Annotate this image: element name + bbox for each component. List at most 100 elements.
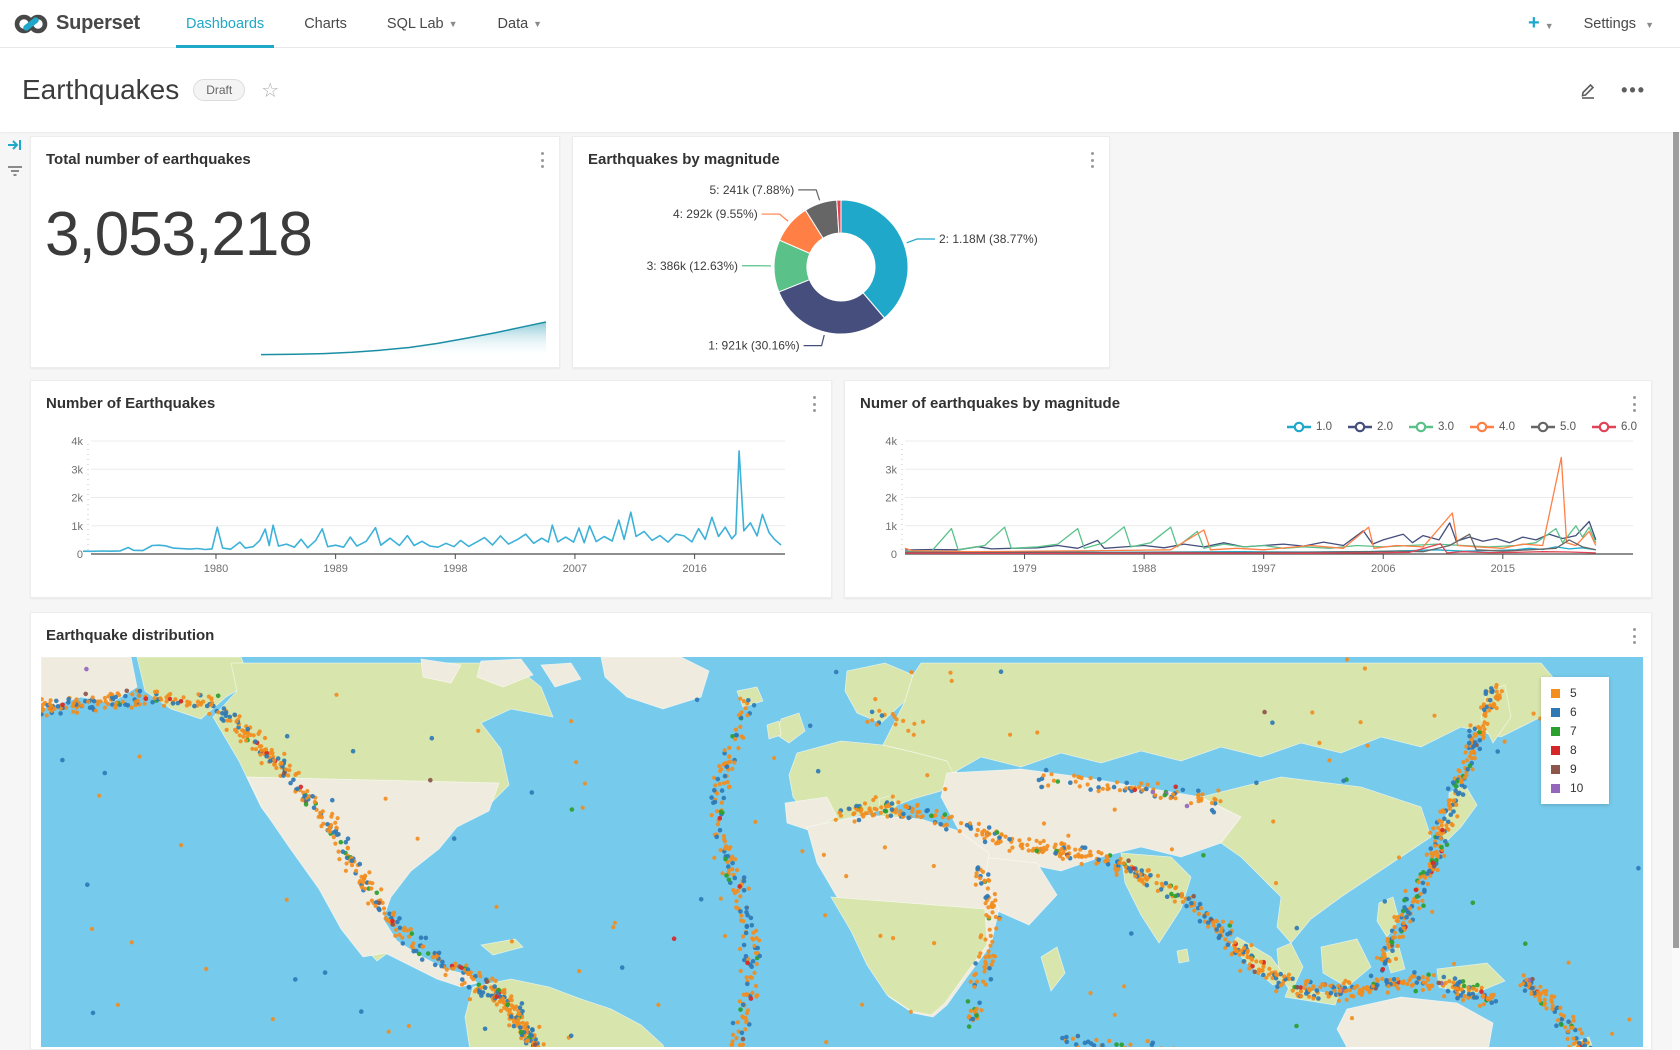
pie-label-1: 1: 921k (30.16%): [708, 339, 799, 353]
series-line-2.0: [904, 520, 1597, 551]
line-chart: 0 1k 2k 3k 4k 1979 1988 1997 2006 2015: [885, 436, 1633, 575]
svg-text:2006: 2006: [1371, 563, 1395, 575]
chart-menu-icon[interactable]: [1627, 395, 1641, 413]
legend-item-5.0[interactable]: 5.0: [1531, 421, 1576, 433]
svg-text:1998: 1998: [443, 563, 467, 575]
donut-chart: 2: 1.18M (38.77%) 1: 921k (30.16%) 3: 386k…: [647, 183, 1038, 353]
map-legend-item-6: 6: [1551, 705, 1599, 719]
legend-label: 9: [1570, 762, 1577, 776]
chart-title: Earthquakes by magnitude: [588, 151, 780, 168]
infinity-logo-icon: [14, 14, 48, 33]
trendline-sparkline: [261, 321, 546, 358]
map-legend-item-7: 7: [1551, 724, 1599, 738]
legend-label: 5.0: [1560, 421, 1576, 433]
legend-swatch-icon: [1551, 688, 1560, 698]
chevron-down-icon: ▼: [1645, 19, 1654, 30]
chart-title: Total number of earthquakes: [46, 151, 251, 168]
legend-marker-icon: [1470, 421, 1494, 433]
filter-icon[interactable]: [0, 158, 30, 184]
new-item-button[interactable]: + ▼: [1528, 12, 1554, 34]
pie-slice-1[interactable]: [778, 279, 886, 335]
map-legend-item-10: 10: [1551, 781, 1599, 795]
nav-menu: Dashboards Charts SQL Lab ▼ Data ▼: [166, 0, 562, 48]
legend-marker-icon: [1531, 421, 1555, 433]
chevron-down-icon: ▼: [533, 18, 543, 29]
more-actions-icon[interactable]: •••: [1621, 79, 1646, 100]
chart-title: Earthquake distribution: [46, 627, 215, 644]
card-earthquake-distribution: Earthquake distribution 5 6 7 8 9 10: [30, 612, 1652, 1050]
legend-marker-icon: [1348, 421, 1372, 433]
svg-text:0: 0: [77, 549, 83, 561]
top-navbar: Superset Dashboards Charts SQL Lab ▼ Dat…: [0, 0, 1680, 48]
dashboard-header: Earthquakes Draft ☆ •••: [0, 48, 1680, 132]
legend-item-2.0[interactable]: 2.0: [1348, 421, 1393, 433]
status-badge: Draft: [193, 79, 246, 101]
legend-swatch-icon: [1551, 783, 1560, 793]
chart-menu-icon[interactable]: [1627, 627, 1641, 645]
legend-swatch-icon: [1551, 707, 1560, 717]
nav-item-data[interactable]: Data ▼: [497, 15, 543, 32]
series-line-6.0: [904, 543, 1596, 555]
svg-text:4k: 4k: [885, 436, 897, 448]
pie-label-2: 2: 1.18M (38.77%): [939, 232, 1038, 246]
pie-slice-2[interactable]: [840, 199, 909, 319]
edit-pencil-icon[interactable]: [1577, 79, 1599, 101]
line-chart: 0 1k 2k 3k 4k 1980 1989 1998 2007 2016: [71, 436, 785, 575]
series-line-5.0: [904, 533, 1596, 554]
legend-label: 8: [1570, 743, 1577, 757]
svg-text:1979: 1979: [1012, 563, 1036, 575]
map-legend-item-8: 8: [1551, 743, 1599, 757]
legend-swatch-icon: [1551, 745, 1560, 755]
map-legend-item-9: 9: [1551, 762, 1599, 776]
series-line-Number of Earthquakes: [82, 450, 782, 553]
world-map: 5 6 7 8 9 10: [41, 657, 1643, 1047]
nav-item-dashboards[interactable]: Dashboards: [166, 0, 284, 48]
svg-text:2k: 2k: [885, 493, 897, 505]
svg-text:3k: 3k: [885, 464, 897, 476]
nav-item-charts[interactable]: Charts: [304, 15, 347, 32]
legend-marker-icon: [1287, 421, 1311, 433]
svg-text:1989: 1989: [323, 563, 347, 575]
chart-title: Number of Earthquakes: [46, 395, 216, 412]
pie-slice-6[interactable]: [836, 199, 842, 234]
legend-label: 6: [1570, 705, 1577, 719]
svg-text:1k: 1k: [885, 521, 897, 533]
legend-label: 10: [1570, 781, 1584, 795]
nav-item-sql-lab[interactable]: SQL Lab ▼: [386, 15, 458, 32]
filter-rail: [0, 132, 30, 1050]
svg-text:1k: 1k: [71, 521, 83, 533]
legend-swatch-icon: [1551, 764, 1560, 774]
chart-legend: 1.0 2.0 3.0 4.0 5.0 6.0: [1287, 421, 1637, 433]
settings-menu[interactable]: Settings ▼: [1583, 15, 1654, 32]
scrollbar-thumb[interactable]: [1673, 0, 1679, 948]
legend-label: 1.0: [1316, 421, 1332, 433]
page-title: Earthquakes: [22, 74, 180, 105]
svg-text:3k: 3k: [71, 464, 83, 476]
legend-label: 6.0: [1621, 421, 1637, 433]
pie-label-5: 5: 241k (7.88%): [709, 183, 794, 197]
pie-label-3: 3: 386k (12.63%): [647, 259, 738, 273]
superset-logo[interactable]: Superset: [14, 11, 140, 37]
chart-menu-icon[interactable]: [1085, 151, 1099, 169]
chart-menu-icon[interactable]: [535, 151, 549, 169]
legend-item-6.0[interactable]: 6.0: [1592, 421, 1637, 433]
chart-menu-icon[interactable]: [807, 395, 821, 413]
legend-label: 2.0: [1377, 421, 1393, 433]
legend-item-3.0[interactable]: 3.0: [1409, 421, 1454, 433]
legend-label: 7: [1570, 724, 1577, 738]
chevron-down-icon: ▼: [1544, 21, 1554, 31]
favorite-star-icon[interactable]: ☆: [261, 79, 280, 102]
legend-marker-icon: [1592, 421, 1616, 433]
legend-label: 3.0: [1438, 421, 1454, 433]
big-number-value: 3,053,218: [45, 200, 313, 269]
chevron-down-icon: ▼: [448, 18, 458, 29]
legend-label: 5: [1570, 686, 1577, 700]
legend-item-4.0[interactable]: 4.0: [1470, 421, 1515, 433]
svg-text:1988: 1988: [1132, 563, 1156, 575]
card-earthquakes-by-magnitude: Earthquakes by magnitude 2: 1.18M (38.77…: [572, 136, 1110, 368]
legend-marker-icon: [1409, 421, 1433, 433]
svg-text:1997: 1997: [1251, 563, 1275, 575]
legend-item-1.0[interactable]: 1.0: [1287, 421, 1332, 433]
svg-text:1980: 1980: [204, 563, 228, 575]
expand-filter-bar-icon[interactable]: [0, 132, 30, 158]
